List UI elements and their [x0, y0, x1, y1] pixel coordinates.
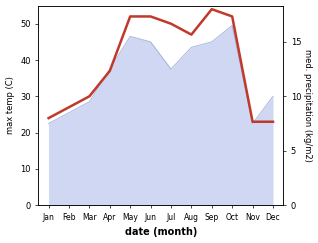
Y-axis label: med. precipitation (kg/m2): med. precipitation (kg/m2) [303, 49, 313, 162]
Y-axis label: max temp (C): max temp (C) [5, 77, 15, 134]
X-axis label: date (month): date (month) [125, 227, 197, 237]
